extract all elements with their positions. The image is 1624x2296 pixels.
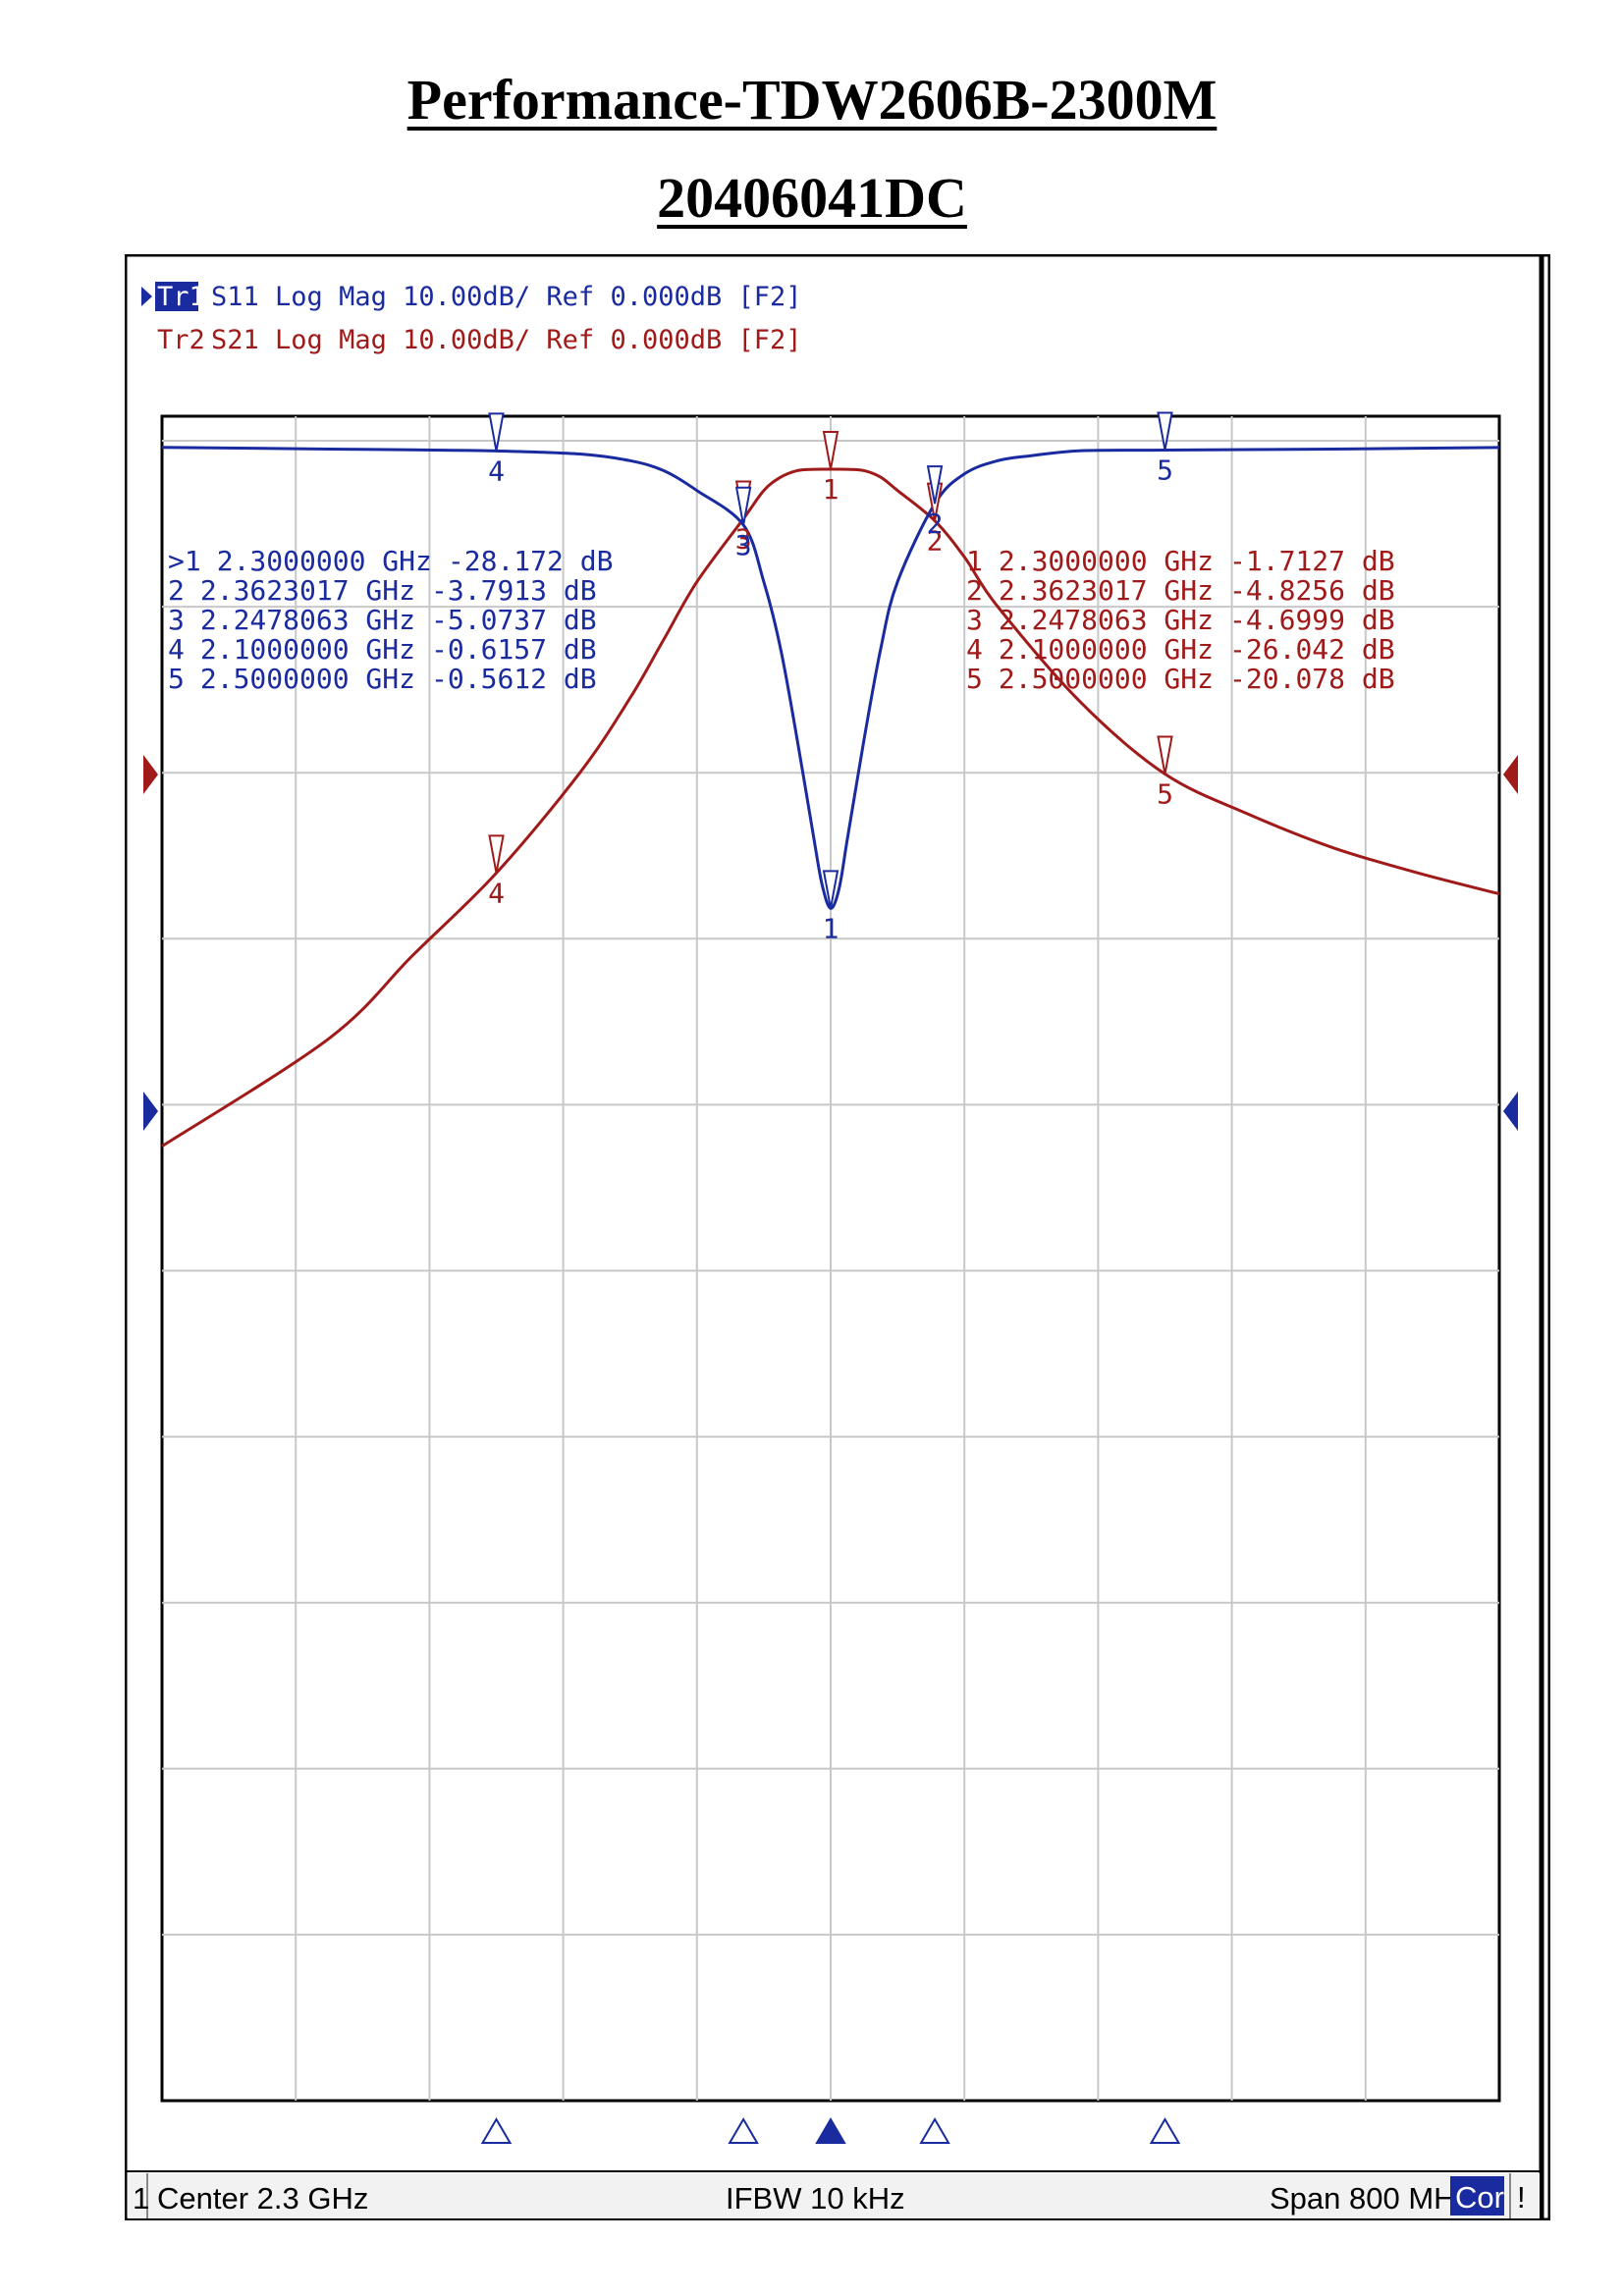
span-setting[interactable]: Span 800 MHz [1270, 2181, 1471, 2216]
tr2-setup: S21 Log Mag 10.00dB/ Ref 0.000dB [F2] [211, 325, 802, 355]
tr2-marker-label: 4 [966, 633, 983, 666]
s21-marker-4-label: 4 [488, 877, 505, 909]
s11-marker-1-label: 1 [823, 912, 839, 944]
tr2-label[interactable]: Tr2 [157, 325, 205, 355]
s21-marker-5-label: 5 [1157, 778, 1173, 811]
tr1-format: Log Mag [275, 282, 387, 312]
tr1-scale: 10.00dB/ [403, 282, 530, 312]
tr1-marker-label: 4 [168, 633, 185, 666]
tr1-marker-freq: 2.5000000 GHz [200, 663, 415, 695]
ifbw-setting[interactable]: IFBW 10 kHz [726, 2181, 905, 2216]
tr1-marker-table: >1 2.3000000 GHz -28.172 dB 2 2.3623017 GHz… [168, 545, 613, 695]
correction-label[interactable]: Cor [1455, 2180, 1504, 2215]
tr1-ref: Ref 0.000dB [546, 282, 722, 312]
center-frequency[interactable]: Center 2.3 GHz [157, 2181, 368, 2216]
channel-number[interactable]: 1 [133, 2181, 149, 2216]
tr2-marker-label: 2 [966, 574, 983, 607]
tr2-format: Log Mag [275, 325, 387, 355]
tr2-marker-label: 5 [966, 663, 983, 695]
analyzer-screen: Tr1 S11 Log Mag 10.00dB/ Ref 0.000dB [F2… [125, 254, 1550, 2220]
tr2-param: S21 [211, 325, 259, 355]
page-title: Performance-TDW2606B-2300M [0, 67, 1624, 133]
tr1-marker-freq: 2.3623017 GHz [200, 574, 415, 607]
tr1-marker-label: 2 [168, 574, 185, 607]
tr2-marker-freq: 2.3000000 GHz [999, 545, 1214, 577]
tr1-marker-row: 3 2.2478063 GHz -5.0737 dB [168, 604, 597, 636]
tr1-marker-row: 5 2.5000000 GHz -0.5612 dB [168, 663, 597, 695]
tr2-marker-row: 1 2.3000000 GHz -1.7127 dB [966, 545, 1395, 577]
tr2-marker-value: -20.078 dB [1229, 663, 1395, 695]
tr2-port: [F2] [738, 325, 802, 355]
tr1-marker-label: >1 [168, 545, 201, 577]
tr2-marker-freq: 2.3623017 GHz [999, 574, 1214, 607]
tr1-param: S11 [211, 282, 259, 312]
tr1-setup: S11 Log Mag 10.00dB/ Ref 0.000dB [F2] [211, 282, 802, 312]
tr2-marker-row: 5 2.5000000 GHz -20.078 dB [966, 663, 1395, 695]
s11-marker-4-label: 4 [488, 454, 505, 487]
tr1-marker-row: 4 2.1000000 GHz -0.6157 dB [168, 633, 597, 666]
tr2-marker-row: 3 2.2478063 GHz -4.6999 dB [966, 604, 1395, 636]
tr2-ref: Ref 0.000dB [546, 325, 722, 355]
tr1-port: [F2] [738, 282, 802, 312]
tr2-marker-value: -26.042 dB [1229, 633, 1395, 666]
tr2-marker-row: 4 2.1000000 GHz -26.042 dB [966, 633, 1395, 666]
tr2-marker-row: 2 2.3623017 GHz -4.8256 dB [966, 574, 1395, 607]
analyzer-display: Tr1 S11 Log Mag 10.00dB/ Ref 0.000dB [F2… [125, 254, 1550, 2220]
tr2-marker-label: 3 [966, 604, 983, 636]
tr2-marker-value: -4.8256 dB [1229, 574, 1395, 607]
tr1-marker-freq: 2.3000000 GHz [217, 545, 432, 577]
s11-marker-5-label: 5 [1157, 454, 1173, 486]
page-title-text: Performance-TDW2606B-2300M [407, 68, 1218, 132]
page-subtitle: 20406041DC [0, 165, 1624, 231]
tr1-marker-label: 5 [168, 663, 185, 695]
page-subtitle-text: 20406041DC [657, 166, 967, 230]
status-bar: 1 Center 2.3 GHz IFBW 10 kHz Span 800 MH… [125, 2171, 1542, 2218]
warning-flag[interactable]: ! [1517, 2180, 1526, 2215]
tr1-marker-value: -0.6157 dB [431, 633, 597, 666]
tr2-marker-freq: 2.1000000 GHz [999, 633, 1214, 666]
tr2-marker-value: -4.6999 dB [1229, 604, 1395, 636]
tr2-marker-freq: 2.2478063 GHz [999, 604, 1214, 636]
tr1-marker-value: -28.172 dB [448, 545, 614, 577]
tr1-marker-freq: 2.1000000 GHz [200, 633, 415, 666]
tr2-marker-freq: 2.5000000 GHz [999, 663, 1214, 695]
tr2-marker-table: 1 2.3000000 GHz -1.7127 dB 2 2.3623017 GHz -… [966, 545, 1395, 695]
tr1-marker-row: 2 2.3623017 GHz -3.7913 dB [168, 574, 597, 607]
s21-marker-1-label: 1 [823, 473, 839, 506]
tr2-scale: 10.00dB/ [403, 325, 530, 355]
tr1-marker-value: -5.0737 dB [431, 604, 597, 636]
s11-marker-2-label: 2 [927, 507, 944, 540]
tr1-marker-value: -0.5612 dB [431, 663, 597, 695]
s11-marker-3-label: 3 [735, 529, 752, 561]
tr1-marker-label: 3 [168, 604, 185, 636]
tr1-marker-freq: 2.2478063 GHz [200, 604, 415, 636]
tr2-marker-value: -1.7127 dB [1229, 545, 1395, 577]
tr1-label[interactable]: Tr1 [157, 282, 205, 312]
tr1-marker-value: -3.7913 dB [431, 574, 597, 607]
tr1-marker-row: >1 2.3000000 GHz -28.172 dB [168, 545, 613, 577]
